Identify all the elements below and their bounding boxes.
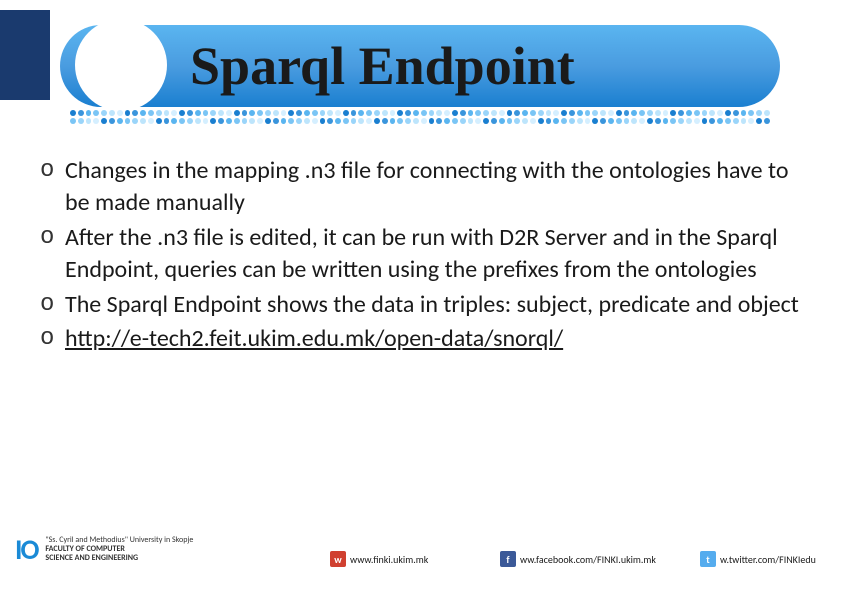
university-logo: IO "Ss. Cyril and Methodius" University …	[15, 532, 193, 567]
content-list: Changes in the mapping .n3 file for conn…	[35, 155, 807, 357]
decorative-dots	[70, 110, 770, 128]
title-banner: Sparql Endpoint	[60, 25, 780, 107]
content-link[interactable]: http://e-tech2.feit.ukim.edu.mk/open-dat…	[65, 324, 563, 353]
bullet-item-link: http://e-tech2.feit.ukim.edu.mk/open-dat…	[35, 323, 807, 355]
twitter-text: w.twitter.com/FINKIedu	[720, 553, 816, 566]
logo-mark: IO	[15, 532, 37, 567]
header: Sparql Endpoint	[0, 10, 842, 140]
twitter-icon: t	[700, 551, 716, 567]
logo-text: "Ss. Cyril and Methodius" University in …	[45, 536, 193, 562]
slide-title: Sparql Endpoint	[190, 35, 575, 97]
corner-block	[0, 10, 50, 100]
title-circle	[75, 19, 167, 111]
logo-line2b: SCIENCE AND ENGINEERING	[45, 554, 193, 563]
facebook-link[interactable]: f ww.facebook.com/FINKI.ukim.mk	[500, 551, 656, 567]
footer: IO "Ss. Cyril and Methodius" University …	[0, 530, 842, 585]
site-text: www.finki.ukim.mk	[350, 553, 428, 566]
web-icon: w	[330, 551, 346, 567]
site-link[interactable]: w www.finki.ukim.mk	[330, 551, 428, 567]
facebook-icon: f	[500, 551, 516, 567]
facebook-text: ww.facebook.com/FINKI.ukim.mk	[520, 553, 656, 566]
bullet-item: The Sparql Endpoint shows the data in tr…	[35, 289, 807, 321]
twitter-link[interactable]: t w.twitter.com/FINKIedu	[700, 551, 816, 567]
bullet-item: After the .n3 file is edited, it can be …	[35, 222, 807, 287]
bullet-item: Changes in the mapping .n3 file for conn…	[35, 155, 807, 220]
